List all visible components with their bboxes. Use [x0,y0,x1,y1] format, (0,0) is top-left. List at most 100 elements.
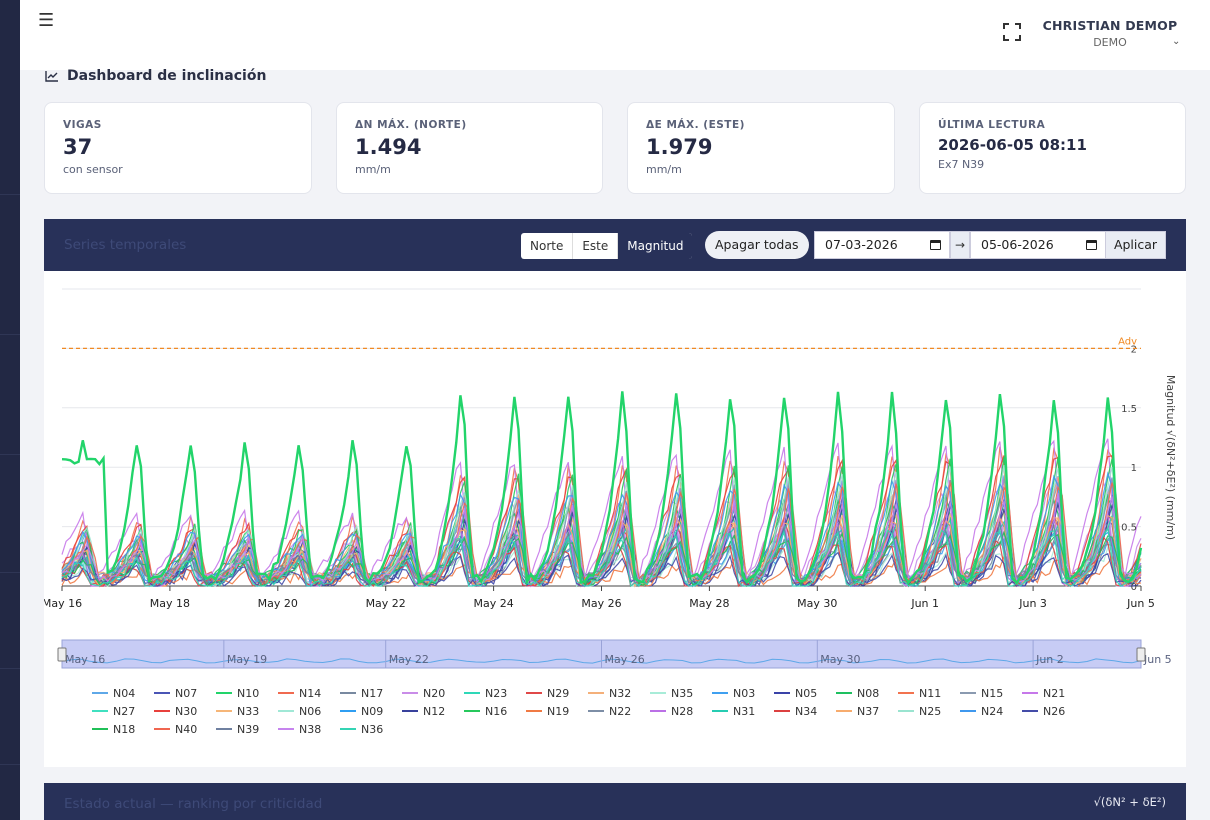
legend-item-n15[interactable]: N15 [960,686,1022,700]
sidebar-divider [0,572,20,573]
x-tick-label: Jun 5 [1126,597,1155,610]
x-tick-label: May 28 [689,597,729,610]
series-line-n18[interactable] [61,530,1142,587]
kpi-label: ΔE MÁX. (ESTE) [646,119,745,131]
time-series-chart[interactable]: 0 0.5 1 1.5 2 Magnitud √(δN²+δE²) (mm/m) May 1… [44,271,1186,681]
ranking-panel-header: Estado actual — ranking por criticidad √… [44,783,1186,820]
legend-item-n29[interactable]: N29 [526,686,588,700]
legend-item-n24[interactable]: N24 [960,704,1022,718]
series-panel-title: Series temporales [64,237,187,253]
hamburger-icon[interactable]: ☰ [38,10,55,31]
legend-item-n27[interactable]: N27 [92,704,154,718]
legend-label: N28 [671,704,694,718]
date-to-input[interactable]: 05-06-2026 [970,231,1106,259]
ranking-formula: √(δN² + δE²) [1093,795,1166,809]
page-title-text: Dashboard de inclinación [67,68,267,84]
legend-item-n06[interactable]: N06 [278,704,340,718]
legend-item-n11[interactable]: N11 [898,686,960,700]
legend-swatch [898,692,914,694]
legend-item-n35[interactable]: N35 [650,686,712,700]
legend-swatch [1022,692,1038,694]
kpi-label: ÚLTIMA LECTURA [938,119,1046,131]
range-slider-handle[interactable] [57,647,67,662]
chevron-down-icon[interactable]: ⌄ [1172,36,1181,47]
legend-swatch [92,728,108,730]
legend-swatch [588,710,604,712]
range-slider-tick-label: May 26 [605,653,645,666]
legend-swatch [526,710,542,712]
calendar-icon[interactable] [1086,240,1097,250]
toggle-all-button[interactable]: Apagar todas [705,231,809,259]
legend-item-n30[interactable]: N30 [154,704,216,718]
y-tick-label: 2 [1131,344,1137,355]
legend-item-n07[interactable]: N07 [154,686,216,700]
kpi-card-vigas: VIGAS 37 con sensor [44,102,312,194]
x-tick-label: Jun 1 [910,597,939,610]
mode-magnitud-button[interactable]: Magnitud [618,233,693,259]
mode-norte-button[interactable]: Norte [521,233,574,259]
legend-item-n22[interactable]: N22 [588,704,650,718]
legend-swatch [774,692,790,694]
legend-label: N04 [113,686,136,700]
legend-item-n37[interactable]: N37 [836,704,898,718]
legend-swatch [340,710,356,712]
legend-item-n23[interactable]: N23 [464,686,526,700]
legend-item-n38[interactable]: N38 [278,722,340,736]
kpi-value: 37 [63,135,93,159]
calendar-icon[interactable] [930,240,941,250]
legend-label: N36 [361,722,384,736]
legend-item-n16[interactable]: N16 [464,704,526,718]
fullscreen-icon[interactable] [1002,22,1022,42]
legend-item-n21[interactable]: N21 [1022,686,1084,700]
legend-item-n03[interactable]: N03 [712,686,774,700]
legend-item-n10[interactable]: N10 [216,686,278,700]
legend-item-n34[interactable]: N34 [774,704,836,718]
legend-label: N20 [423,686,446,700]
date-from-input[interactable]: 07-03-2026 [814,231,950,259]
legend-swatch [278,728,294,730]
legend-item-n05[interactable]: N05 [774,686,836,700]
legend-item-n26[interactable]: N26 [1022,704,1084,718]
kpi-card-este: ΔE MÁX. (ESTE) 1.979 mm/m [627,102,895,194]
date-to-value: 05-06-2026 [981,237,1054,252]
legend-label: N27 [113,704,136,718]
range-slider-tick-label: Jun 5 [1143,653,1172,666]
legend-label: N11 [919,686,942,700]
legend-item-n19[interactable]: N19 [526,704,588,718]
legend-item-n17[interactable]: N17 [340,686,402,700]
x-tick-label: Jun 3 [1018,597,1047,610]
kpi-sub: mm/m [646,163,682,176]
legend-item-n33[interactable]: N33 [216,704,278,718]
legend-item-n12[interactable]: N12 [402,704,464,718]
apply-button[interactable]: Aplicar [1106,231,1166,259]
series-line-n36[interactable] [61,526,1142,588]
legend-swatch [154,710,170,712]
legend-item-n39[interactable]: N39 [216,722,278,736]
mode-este-button[interactable]: Este [573,233,619,259]
date-range-arrow: → [950,231,970,259]
legend-item-n14[interactable]: N14 [278,686,340,700]
series-line-n40[interactable] [62,480,1142,586]
mode-selector: Norte Este Magnitud [521,233,693,259]
user-menu[interactable]: CHRISTIAN DEMOP DEMO [1030,18,1190,49]
legend-item-n31[interactable]: N31 [712,704,774,718]
sidebar [0,0,20,820]
range-slider-handle[interactable] [1136,647,1146,662]
legend-item-n09[interactable]: N09 [340,704,402,718]
y-tick-label: 0 [1131,582,1137,593]
legend-item-n20[interactable]: N20 [402,686,464,700]
legend-item-n18[interactable]: N18 [92,722,154,736]
legend-item-n04[interactable]: N04 [92,686,154,700]
legend-item-n36[interactable]: N36 [340,722,402,736]
legend-label: N29 [547,686,570,700]
series-line-n38[interactable] [61,493,1142,583]
legend-label: N32 [609,686,632,700]
series-line-n10[interactable] [61,391,1143,587]
legend-item-n08[interactable]: N08 [836,686,898,700]
legend-item-n28[interactable]: N28 [650,704,712,718]
legend-swatch [216,728,232,730]
legend-item-n40[interactable]: N40 [154,722,216,736]
chart-legend: N04 N07 N10 N14 N17 N20 N23 N29 N32 N35 N03 N05 N08 N… [92,686,1152,736]
legend-item-n25[interactable]: N25 [898,704,960,718]
legend-item-n32[interactable]: N32 [588,686,650,700]
